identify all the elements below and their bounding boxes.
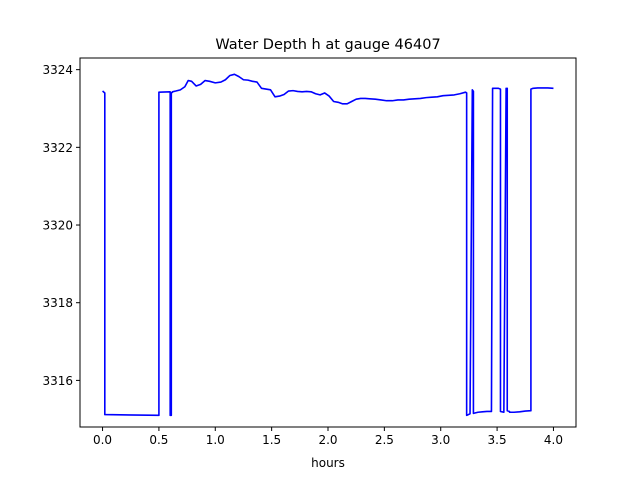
x-tick-label: 2.0 xyxy=(318,433,337,447)
plot-area xyxy=(102,73,554,417)
x-axis-ticks: 0.0 0.5 1.0 1.5 2.0 2.5 3.0 3.5 4.0 xyxy=(93,427,563,447)
x-tick-label: 3.5 xyxy=(488,433,507,447)
y-tick-label: 3322 xyxy=(42,141,73,155)
x-tick-label: 1.0 xyxy=(206,433,225,447)
series-line-0 xyxy=(102,73,554,417)
chart-title: Water Depth h at gauge 46407 xyxy=(215,37,440,53)
y-tick-label: 3320 xyxy=(42,219,73,233)
y-tick-label: 3324 xyxy=(42,63,73,77)
y-axis-ticks: 3316 3318 3320 3322 3324 xyxy=(42,63,80,388)
x-tick-label: 1.5 xyxy=(262,433,281,447)
y-tick-label: 3316 xyxy=(42,374,73,388)
x-tick-label: 2.5 xyxy=(375,433,394,447)
y-tick-label: 3318 xyxy=(42,296,73,310)
x-tick-label: 0.5 xyxy=(149,433,168,447)
x-tick-label: 0.0 xyxy=(93,433,112,447)
x-axis-label: hours xyxy=(311,456,345,470)
axes-frame xyxy=(79,57,577,428)
x-tick-label: 4.0 xyxy=(544,433,563,447)
x-tick-label: 3.0 xyxy=(431,433,450,447)
